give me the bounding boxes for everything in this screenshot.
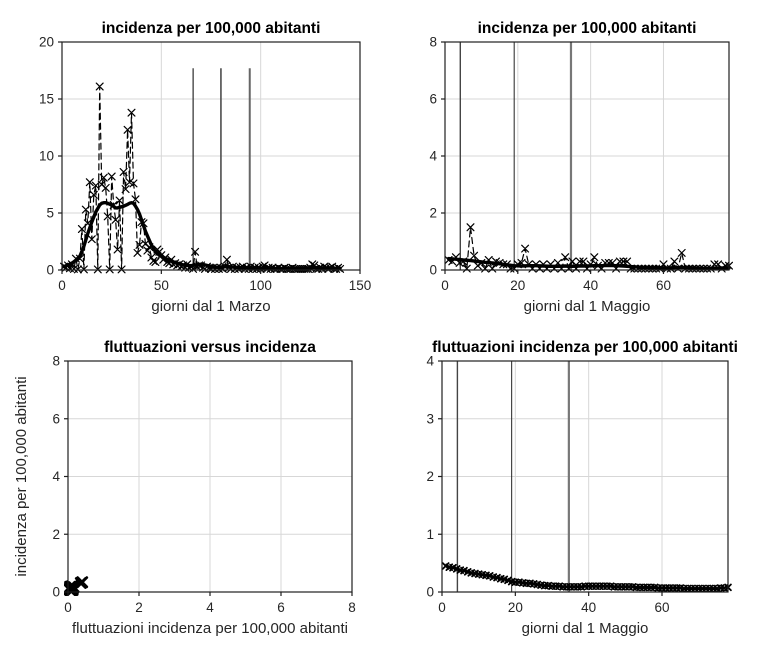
svg-text:2: 2 [135, 600, 143, 615]
svg-text:1: 1 [426, 527, 434, 542]
svg-text:2: 2 [426, 469, 434, 484]
svg-text:incidenza per 100,000 abitanti: incidenza per 100,000 abitanti [478, 20, 697, 37]
svg-text:0: 0 [438, 600, 446, 615]
svg-text:giorni dal 1 Maggio: giorni dal 1 Maggio [524, 298, 651, 315]
svg-text:4: 4 [429, 149, 437, 164]
svg-text:3: 3 [426, 411, 434, 426]
svg-text:8: 8 [52, 354, 60, 369]
svg-text:10: 10 [39, 149, 54, 164]
svg-text:8: 8 [429, 35, 437, 50]
chart-panel-fluttuazioni-scatter: 0 2 4 6 8 0 2 4 6 8 fluttuazioni versus incidenza f… [0, 329, 392, 658]
svg-text:60: 60 [656, 278, 671, 293]
chart-panel-incidenza-maggio: 0 20 40 60 0 2 4 6 8 incidenza per 100,000 abitan… [392, 0, 784, 329]
svg-text:0: 0 [441, 278, 449, 293]
svg-text:0: 0 [64, 600, 72, 615]
svg-text:0: 0 [429, 263, 437, 278]
svg-text:150: 150 [349, 278, 372, 293]
svg-text:giorni dal 1 Maggio: giorni dal 1 Maggio [522, 620, 649, 637]
svg-text:40: 40 [581, 600, 596, 615]
svg-text:40: 40 [583, 278, 598, 293]
svg-text:0: 0 [58, 278, 66, 293]
svg-text:6: 6 [277, 600, 285, 615]
incidenza-marzo-chart: 0 50 100 150 0 5 10 15 20 incidenza per 100,000 a… [39, 20, 372, 315]
svg-text:2: 2 [429, 206, 437, 221]
svg-text:15: 15 [39, 92, 54, 107]
fluttuazioni-scatter-chart: 0 2 4 6 8 0 2 4 6 8 fluttuazioni versus incidenza f… [13, 339, 356, 637]
svg-text:fluttuazioni incidenza per 100: fluttuazioni incidenza per 100,000 abita… [72, 620, 348, 637]
svg-text:fluttuazioni incidenza per 100: fluttuazioni incidenza per 100,000 abita… [432, 339, 738, 356]
svg-text:4: 4 [426, 354, 434, 369]
svg-text:2: 2 [52, 527, 60, 542]
svg-text:fluttuazioni versus incidenza: fluttuazioni versus incidenza [104, 339, 316, 356]
svg-text:0: 0 [426, 585, 434, 600]
svg-text:4: 4 [52, 469, 60, 484]
svg-text:100: 100 [249, 278, 272, 293]
svg-text:0: 0 [46, 263, 54, 278]
chart-panel-fluttuazioni-serie: 0 20 40 60 0 1 2 3 4 fluttuazioni incidenza per 1… [392, 329, 784, 658]
svg-text:6: 6 [52, 411, 60, 426]
svg-text:5: 5 [46, 206, 54, 221]
svg-text:6: 6 [429, 92, 437, 107]
chart-panel-incidenza-marzo: 0 50 100 150 0 5 10 15 20 incidenza per 100,000 a… [0, 0, 392, 329]
svg-text:60: 60 [654, 600, 669, 615]
svg-text:20: 20 [39, 35, 54, 50]
svg-text:20: 20 [510, 278, 525, 293]
svg-text:50: 50 [154, 278, 169, 293]
svg-text:giorni dal 1 Marzo: giorni dal 1 Marzo [151, 298, 270, 315]
svg-text:incidenza per 100,000 abitanti: incidenza per 100,000 abitanti [13, 376, 30, 576]
incidenza-maggio-chart: 0 20 40 60 0 2 4 6 8 incidenza per 100,000 abitan… [429, 20, 733, 315]
svg-text:incidenza per 100,000 abitanti: incidenza per 100,000 abitanti [102, 20, 321, 37]
svg-text:20: 20 [508, 600, 523, 615]
svg-text:0: 0 [52, 585, 60, 600]
svg-text:8: 8 [348, 600, 356, 615]
svg-text:4: 4 [206, 600, 214, 615]
